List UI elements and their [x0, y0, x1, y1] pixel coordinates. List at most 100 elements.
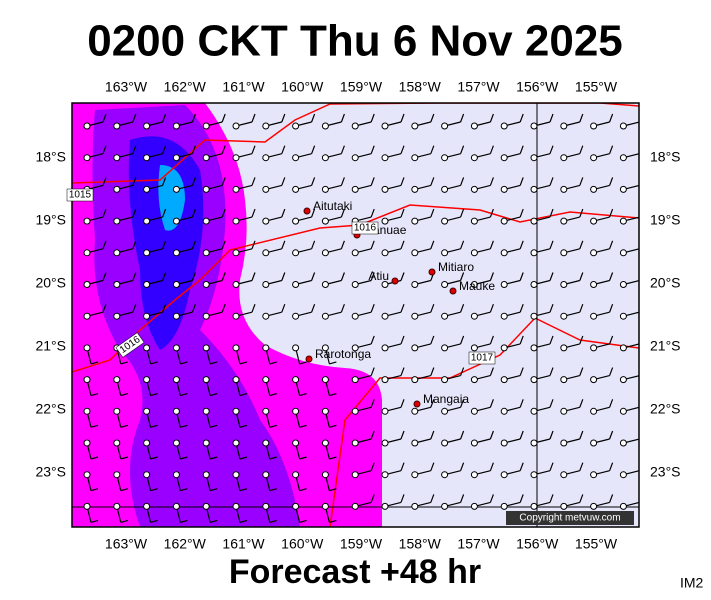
station: [619, 122, 627, 130]
barb-flag: [400, 208, 405, 218]
island: [449, 287, 457, 295]
map-area: [72, 103, 639, 527]
station: [351, 407, 359, 415]
station: [381, 217, 389, 225]
station: [172, 312, 180, 320]
station: [232, 344, 240, 352]
barb-flag: [609, 335, 614, 345]
station: [500, 376, 508, 384]
barb-flag: [221, 177, 226, 186]
station: [202, 344, 210, 352]
barb-flag: [638, 153, 639, 154]
barb-flag: [269, 393, 277, 397]
station: [560, 154, 568, 162]
station: [470, 502, 478, 510]
barb-flag: [609, 272, 614, 281]
lon-label: 160°W: [281, 79, 324, 95]
barb-flag: [370, 399, 375, 408]
barb-flag: [251, 240, 256, 250]
station: [143, 471, 151, 479]
barb-flag: [120, 456, 128, 460]
barb-flag: [90, 361, 99, 365]
station: [411, 344, 419, 352]
barb-flag: [489, 145, 494, 154]
barb-flag: [180, 519, 188, 523]
station: [202, 502, 210, 510]
station: [172, 376, 180, 384]
isobar: [329, 317, 639, 527]
barb-flag: [180, 424, 188, 428]
barb-flag: [430, 303, 435, 313]
barb-flag: [489, 240, 494, 250]
barb-flag: [609, 208, 614, 218]
barb-flag: [221, 208, 226, 218]
station: [560, 312, 568, 320]
lat-label: 18°S: [650, 149, 681, 165]
lat-label: 21°S: [650, 338, 681, 354]
barb-flag: [370, 177, 375, 186]
barb-flag: [460, 113, 465, 123]
station: [172, 217, 180, 225]
barb-flag: [239, 456, 248, 460]
station: [590, 154, 598, 162]
station: [500, 344, 508, 352]
station: [143, 122, 151, 130]
station: [351, 249, 359, 257]
lat-label: 19°S: [650, 212, 681, 228]
barb-flag: [489, 303, 494, 313]
barb-flag: [281, 303, 286, 313]
barb-flag: [221, 272, 226, 281]
barb-flag: [150, 519, 158, 523]
barb-flag: [340, 272, 345, 281]
station: [321, 344, 329, 352]
station: [590, 249, 598, 257]
lon-label: 162°W: [164, 79, 207, 95]
barb-flag: [90, 456, 99, 460]
barb-flag: [329, 488, 337, 492]
station: [321, 376, 329, 384]
station: [232, 376, 240, 384]
station: [113, 249, 121, 257]
station: [113, 376, 121, 384]
barb-flag: [120, 393, 128, 397]
station: [619, 376, 627, 384]
lon-label: 156°W: [516, 536, 559, 552]
station: [381, 122, 389, 130]
lon-label: 163°W: [105, 536, 148, 552]
station: [411, 281, 419, 288]
barb-flag: [549, 494, 554, 503]
barb-flag: [269, 488, 277, 492]
barb-flag: [638, 184, 639, 186]
station: [262, 471, 270, 479]
barb-flag: [638, 121, 639, 122]
station: [262, 312, 270, 320]
station: [619, 154, 627, 162]
barb-flag: [579, 399, 584, 408]
barb-flag: [370, 272, 375, 281]
barb-flag: [269, 519, 277, 523]
barb-flag: [370, 335, 375, 345]
station: [590, 376, 598, 384]
wind-barbs: [83, 113, 639, 523]
station: [381, 376, 389, 384]
station: [530, 281, 538, 288]
station: [590, 471, 598, 479]
barb-flag: [489, 399, 494, 408]
barb-flag: [609, 145, 614, 154]
barb-flag: [460, 399, 465, 408]
barb-flag: [549, 240, 554, 250]
station: [113, 407, 121, 415]
barb-flag: [400, 272, 405, 281]
station: [500, 439, 508, 447]
barb-flag: [579, 430, 584, 440]
station: [202, 471, 210, 479]
station: [351, 376, 359, 384]
station: [83, 312, 91, 320]
station: [530, 154, 538, 162]
station: [411, 471, 419, 479]
barb-flag: [239, 519, 248, 523]
place-label: Rarotonga: [315, 347, 371, 361]
barb-flag: [132, 272, 137, 281]
station: [619, 249, 627, 257]
barb-flag: [519, 494, 524, 503]
